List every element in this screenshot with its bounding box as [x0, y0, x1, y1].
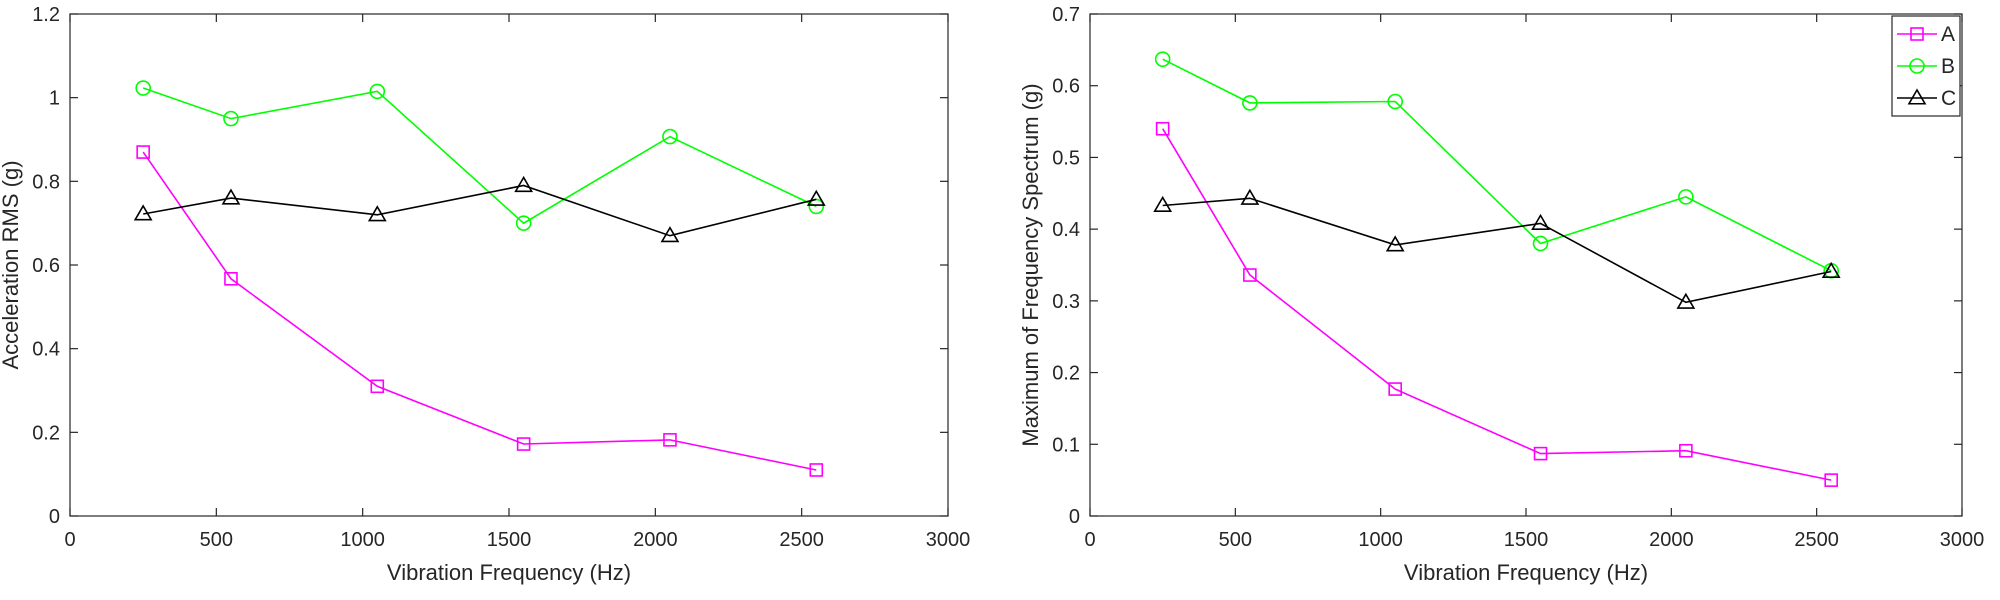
data-point-B [1154, 51, 1171, 67]
y-tick-label: 0.5 [1052, 147, 1080, 169]
legend-label-A: A [1941, 23, 1955, 46]
data-point-A [1243, 268, 1257, 282]
legend-label-C: C [1941, 87, 1956, 110]
chart-panel-2: 0 500 1000 1500 2000 2500 3000 0 0.1 0.2 0.3 0.4 0.5… [1018, 4, 1984, 585]
data-point-A [1155, 121, 1170, 136]
y-tick-label: 0.1 [1052, 434, 1080, 456]
data-point-C [221, 188, 241, 205]
series-line-C [1162, 197, 1832, 304]
legend-marker-A [1910, 27, 1924, 41]
data-point-B [135, 80, 151, 96]
data-point-A [809, 463, 824, 477]
y-tick-label: 0.2 [1052, 363, 1080, 385]
data-point-C [660, 226, 680, 243]
y-tick-label: 0.6 [32, 255, 60, 277]
series-line-A [142, 151, 817, 471]
data-point-B [369, 83, 386, 100]
series-C [1153, 188, 1841, 309]
y-tick-label: 0 [49, 506, 60, 528]
chart-panel-1: 0 500 1000 1500 2000 2500 3000 0 0.2 0.4 0.6 0.8 1 1.… [0, 4, 970, 585]
data-point-A [1824, 473, 1838, 487]
series-A [136, 145, 824, 477]
y-tick-label: 0.2 [32, 422, 60, 444]
x-tick-label: 0 [64, 529, 75, 551]
series-line-A [1162, 128, 1832, 481]
x-tick-label: 2000 [633, 529, 678, 551]
y-tick-label: 0.8 [32, 171, 60, 193]
data-point-C [1153, 195, 1173, 213]
data-point-C [1676, 292, 1696, 309]
y-axis-label: Maximum of Frequency Spectrum (g) [1018, 83, 1043, 446]
plot-area [69, 13, 949, 517]
legend-label-B: B [1941, 55, 1955, 78]
data-point-A [1533, 446, 1548, 461]
data-point-B [1242, 95, 1258, 111]
x-tick-label: 3000 [1940, 529, 1985, 551]
x-tick-label: 1500 [487, 529, 532, 551]
x-axis-label: Vibration Frequency (Hz) [387, 560, 631, 585]
series-line-B [142, 87, 817, 225]
series-A [1155, 121, 1838, 487]
x-tick-label: 2500 [1794, 529, 1839, 551]
legend: ABC [1891, 15, 1961, 117]
series-B [135, 80, 825, 231]
data-point-B [662, 128, 678, 145]
data-point-B [223, 110, 239, 127]
data-point-C [1385, 235, 1405, 252]
data-point-B [1387, 93, 1403, 110]
series-B [1154, 51, 1839, 279]
data-point-C [1240, 188, 1260, 205]
legend-marker-C [1907, 88, 1927, 105]
x-tick-label: 0 [1084, 529, 1095, 551]
data-point-B [1532, 235, 1549, 252]
data-point-C [133, 204, 153, 221]
data-point-C [1531, 213, 1550, 230]
y-tick-label: 0.3 [1052, 291, 1080, 313]
y-tick-label: 0.6 [1052, 76, 1080, 98]
data-point-A [1679, 443, 1693, 458]
x-tick-label: 1000 [340, 529, 385, 551]
data-point-A [370, 379, 385, 394]
data-point-C [806, 189, 826, 206]
y-axis-label: Acceleration RMS (g) [0, 160, 23, 369]
y-tick-label: 0.4 [1052, 219, 1080, 241]
x-tick-label: 2000 [1649, 529, 1694, 551]
x-tick-label: 1000 [1358, 529, 1403, 551]
data-point-C [1821, 261, 1841, 279]
data-point-B [1678, 189, 1694, 205]
series-C [133, 175, 826, 243]
series-line-C [143, 184, 817, 237]
data-point-C [367, 205, 387, 222]
y-tick-label: 0.4 [32, 339, 60, 361]
data-point-A [1388, 382, 1402, 396]
x-tick-label: 2500 [779, 529, 824, 551]
x-axis-label: Vibration Frequency (Hz) [1404, 560, 1648, 585]
data-point-A [136, 145, 150, 159]
plot-area [1089, 13, 1963, 517]
legend-marker-B [1909, 58, 1925, 74]
series-line-B [1162, 58, 1832, 272]
y-tick-label: 0.7 [1052, 4, 1080, 26]
data-point-A [663, 433, 677, 447]
x-tick-label: 3000 [926, 529, 971, 551]
x-tick-label: 500 [200, 529, 233, 551]
data-point-B [515, 215, 532, 231]
y-tick-label: 1 [49, 88, 60, 110]
data-point-A [224, 272, 238, 286]
y-tick-label: 1.2 [32, 4, 60, 26]
y-tick-label: 0 [1069, 506, 1080, 528]
x-tick-label: 1500 [1504, 529, 1549, 551]
x-tick-label: 500 [1219, 529, 1252, 551]
data-point-C [514, 175, 534, 193]
data-point-A [516, 437, 531, 451]
